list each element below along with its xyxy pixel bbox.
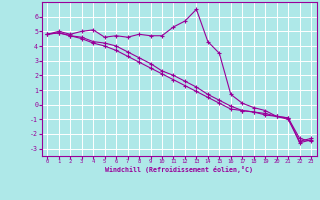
X-axis label: Windchill (Refroidissement éolien,°C): Windchill (Refroidissement éolien,°C) bbox=[105, 166, 253, 173]
